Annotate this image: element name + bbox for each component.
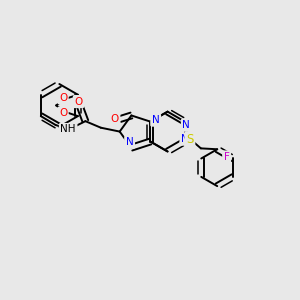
Text: N: N [152,115,160,125]
Text: NH: NH [60,124,76,134]
Text: O: O [59,108,67,118]
Text: S: S [186,133,194,146]
Text: N: N [126,137,134,147]
Text: N: N [181,134,189,144]
Text: O: O [59,93,67,103]
Text: N: N [182,120,190,130]
Text: O: O [74,97,83,106]
Text: F: F [224,152,230,162]
Text: O: O [111,114,119,124]
